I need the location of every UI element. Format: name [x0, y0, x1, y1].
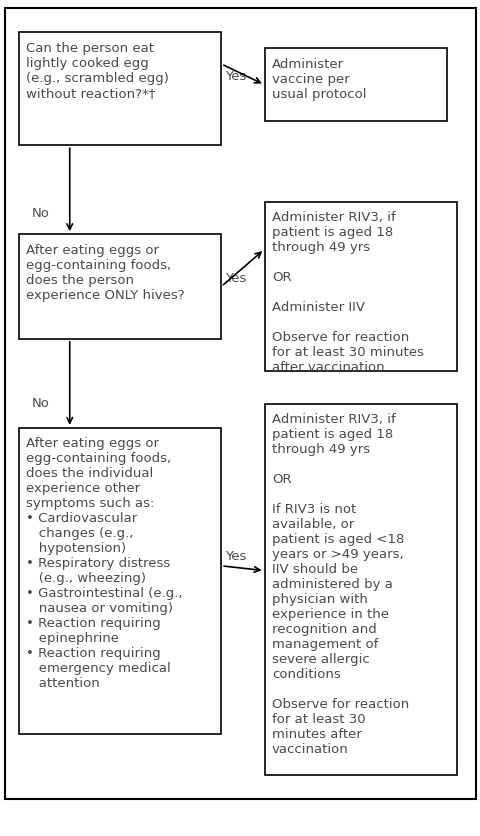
FancyBboxPatch shape: [19, 33, 221, 145]
Text: Administer RIV3, if
patient is aged 18
through 49 yrs

OR

Administer IIV

Obser: Administer RIV3, if patient is aged 18 t…: [271, 212, 423, 375]
FancyBboxPatch shape: [264, 404, 456, 775]
Text: No: No: [32, 207, 50, 221]
Text: Yes: Yes: [225, 70, 246, 83]
Text: Administer RIV3, if
patient is aged 18
through 49 yrs

OR

If RIV3 is not
availa: Administer RIV3, if patient is aged 18 t…: [271, 413, 408, 757]
Text: No: No: [32, 397, 50, 410]
Text: Yes: Yes: [225, 550, 246, 563]
Text: After eating eggs or
egg-containing foods,
does the person
experience ONLY hives: After eating eggs or egg-containing food…: [26, 244, 185, 302]
Text: Administer
vaccine per
usual protocol: Administer vaccine per usual protocol: [271, 59, 365, 101]
FancyBboxPatch shape: [264, 48, 446, 121]
Text: After eating eggs or
egg-containing foods,
does the individual
experience other
: After eating eggs or egg-containing food…: [26, 437, 182, 691]
FancyBboxPatch shape: [19, 234, 221, 339]
FancyBboxPatch shape: [5, 8, 475, 799]
FancyBboxPatch shape: [264, 201, 456, 371]
Text: Yes: Yes: [225, 272, 246, 285]
FancyBboxPatch shape: [19, 428, 221, 735]
Text: Can the person eat
lightly cooked egg
(e.g., scrambled egg)
without reaction?*†: Can the person eat lightly cooked egg (e…: [26, 42, 169, 100]
